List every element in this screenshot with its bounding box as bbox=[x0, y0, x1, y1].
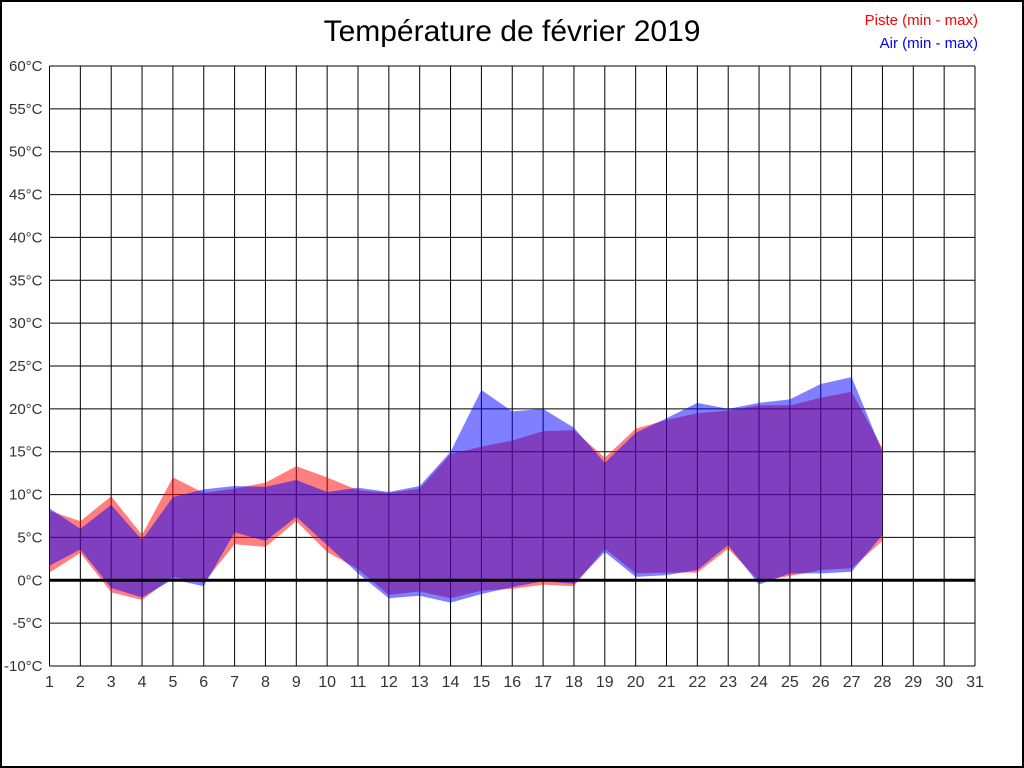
x-axis-labels: 1 2 3 4 5 6 7 8 9 10 11 12 13 14 15 16 17 18 19 20 21 22 23 24 2… bbox=[45, 674, 984, 691]
svg-text:4: 4 bbox=[138, 674, 147, 691]
svg-text:10°C: 10°C bbox=[9, 487, 43, 504]
svg-text:30: 30 bbox=[935, 674, 953, 691]
air-band bbox=[49, 377, 883, 603]
svg-text:6: 6 bbox=[199, 674, 208, 691]
svg-text:8: 8 bbox=[261, 674, 270, 691]
svg-text:1: 1 bbox=[45, 674, 54, 691]
svg-text:45°C: 45°C bbox=[9, 187, 43, 204]
svg-text:-10°C: -10°C bbox=[4, 658, 43, 675]
y-axis-labels: 60°C 55°C 50°C 45°C 40°C 35°C 30°C 25°C 20°C 15°C… bbox=[4, 58, 43, 675]
svg-text:29: 29 bbox=[904, 674, 922, 691]
svg-text:50°C: 50°C bbox=[9, 144, 43, 161]
svg-text:13: 13 bbox=[411, 674, 429, 691]
svg-text:-5°C: -5°C bbox=[12, 615, 42, 632]
svg-text:0°C: 0°C bbox=[17, 572, 42, 589]
svg-text:15: 15 bbox=[473, 674, 491, 691]
svg-text:10: 10 bbox=[318, 674, 336, 691]
svg-text:24: 24 bbox=[750, 674, 768, 691]
svg-text:7: 7 bbox=[230, 674, 239, 691]
svg-text:23: 23 bbox=[719, 674, 737, 691]
svg-text:15°C: 15°C bbox=[9, 444, 43, 461]
svg-text:3: 3 bbox=[107, 674, 116, 691]
svg-text:19: 19 bbox=[596, 674, 614, 691]
chart-title: Température de février 2019 bbox=[323, 15, 701, 48]
svg-text:26: 26 bbox=[812, 674, 830, 691]
legend-air-label: Air (min - max) bbox=[879, 35, 978, 52]
legend-piste-label: Piste (min - max) bbox=[864, 12, 978, 29]
svg-text:14: 14 bbox=[442, 674, 460, 691]
svg-text:40°C: 40°C bbox=[9, 229, 43, 246]
svg-text:12: 12 bbox=[380, 674, 398, 691]
svg-text:2: 2 bbox=[76, 674, 85, 691]
svg-text:5: 5 bbox=[168, 674, 177, 691]
svg-text:11: 11 bbox=[350, 674, 367, 691]
svg-text:60°C: 60°C bbox=[9, 58, 43, 75]
svg-text:20°C: 20°C bbox=[9, 401, 43, 418]
svg-text:55°C: 55°C bbox=[9, 101, 43, 118]
svg-text:28: 28 bbox=[874, 674, 892, 691]
svg-text:9: 9 bbox=[292, 674, 301, 691]
svg-text:31: 31 bbox=[966, 674, 984, 691]
svg-text:5°C: 5°C bbox=[17, 529, 42, 546]
svg-text:21: 21 bbox=[658, 674, 676, 691]
svg-text:27: 27 bbox=[843, 674, 861, 691]
legend: Piste (min - max) Air (min - max) bbox=[865, 9, 978, 55]
svg-text:16: 16 bbox=[503, 674, 521, 691]
svg-text:25: 25 bbox=[781, 674, 799, 691]
svg-text:30°C: 30°C bbox=[9, 315, 43, 332]
svg-text:20: 20 bbox=[627, 674, 645, 691]
svg-text:25°C: 25°C bbox=[9, 358, 43, 375]
svg-text:17: 17 bbox=[534, 674, 552, 691]
svg-text:18: 18 bbox=[565, 674, 583, 691]
svg-text:35°C: 35°C bbox=[9, 272, 43, 289]
svg-text:22: 22 bbox=[688, 674, 706, 691]
